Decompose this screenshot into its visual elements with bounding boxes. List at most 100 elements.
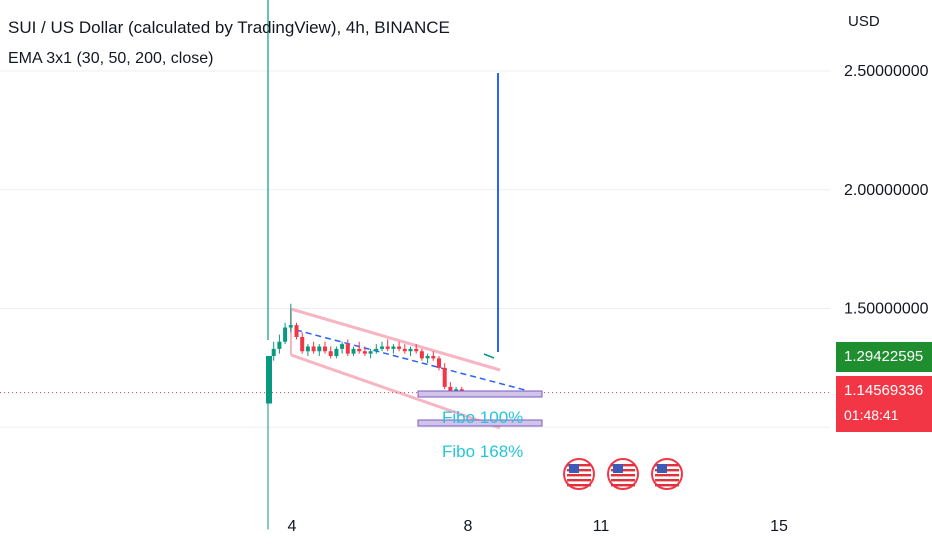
time-tick-label[interactable]: 15 (770, 518, 788, 535)
candle (368, 348, 373, 359)
flag-stripe (655, 484, 679, 487)
flag-canton (569, 464, 579, 473)
time-tick-label[interactable]: 8 (464, 518, 473, 535)
candle (294, 322, 299, 340)
drawings-layer (0, 0, 830, 430)
candle (305, 344, 310, 356)
candle-body (454, 389, 459, 392)
currency-label: USD (848, 13, 880, 30)
time-scale[interactable]: 4 8 11 15 (288, 518, 788, 535)
flag-canton (613, 464, 623, 473)
us-flag-icon[interactable] (651, 458, 683, 490)
channel-lower-line (290, 353, 501, 430)
time-tick-label[interactable]: 4 (288, 518, 297, 535)
ema-price-tag: 1.29422595 (836, 342, 932, 372)
candle-body (391, 346, 396, 349)
flag-stripe (567, 479, 591, 482)
candle-body (368, 351, 373, 354)
fibo-100-label: Fibo 100% (442, 408, 523, 427)
candle (317, 344, 322, 356)
candle (425, 353, 430, 364)
flag-canton (657, 464, 667, 473)
candle-body (419, 351, 424, 359)
candle-body (271, 348, 276, 356)
candle-body (305, 346, 310, 352)
candle-body (317, 346, 322, 352)
us-flag-icon[interactable] (607, 458, 639, 490)
indicator-legend[interactable]: EMA 3x1 (30, 50, 200, close) (8, 50, 214, 67)
channel-upper-line (290, 307, 501, 372)
candle-body (385, 346, 390, 349)
fibo-168-box (417, 419, 543, 427)
dashed-trend-line (295, 329, 526, 391)
candle (271, 341, 276, 361)
candle-body (408, 348, 413, 352)
candle-body (334, 348, 339, 356)
candle (345, 339, 350, 356)
candle-body (288, 325, 293, 328)
candle-body (357, 348, 362, 352)
small-segment (483, 353, 495, 359)
time-tick-label[interactable]: 11 (593, 518, 610, 535)
candle-body (437, 358, 441, 368)
candle (391, 344, 396, 354)
bar-countdown: 01:48:41 (844, 407, 899, 423)
price-scale[interactable]: 2.50000000 2.00000000 1.50000000 (844, 63, 929, 318)
candle (408, 346, 413, 356)
candle (328, 346, 333, 359)
candle-body (328, 351, 333, 356)
candle-body (362, 351, 367, 354)
candle-body (431, 356, 436, 359)
flag-stripe (611, 474, 635, 477)
candle-body (351, 348, 356, 354)
candle (311, 341, 316, 354)
candle-body (283, 327, 288, 342)
flag-stripe (611, 484, 635, 487)
candle-body (397, 346, 402, 349)
candle (357, 341, 362, 354)
candle (431, 351, 436, 361)
candle-body (414, 348, 419, 352)
candle (351, 346, 356, 356)
candle (300, 332, 305, 354)
candle-body (323, 346, 327, 352)
candle (442, 363, 447, 390)
candle (385, 339, 390, 352)
candle (414, 344, 419, 354)
candle-body (294, 325, 299, 337)
price-tick-label[interactable]: 2.00000000 (844, 182, 929, 199)
flag-stripe (611, 479, 635, 482)
flag-stripe (655, 479, 679, 482)
fibo-100-box (417, 390, 543, 398)
candle (362, 346, 367, 356)
grid-lines (0, 70, 830, 428)
price-tick-label[interactable]: 1.50000000 (844, 301, 929, 318)
price-tick-label[interactable]: 2.50000000 (844, 63, 929, 80)
flag-stripe (655, 474, 679, 477)
candle (397, 341, 402, 352)
candle-body (374, 348, 379, 352)
candle (266, 356, 272, 530)
candle (340, 341, 345, 354)
drawings-overlay: Fibo 100% Fibo 168% (417, 73, 543, 461)
candle (402, 344, 407, 354)
candle-body (442, 367, 447, 387)
chart-title: SUI / US Dollar (calculated by TradingVi… (8, 18, 450, 37)
candle (374, 344, 379, 354)
candle-body (311, 346, 316, 352)
flag-stripe (567, 474, 591, 477)
candle (323, 341, 327, 354)
candle-body (266, 356, 272, 404)
candle (334, 346, 339, 359)
candle-body (425, 356, 430, 359)
last-price-tag: 1.14569336 01:48:41 (836, 376, 932, 432)
event-markers[interactable] (563, 458, 683, 490)
last-price-value: 1.14569336 (844, 382, 924, 399)
candle-body (300, 337, 305, 352)
us-flag-icon[interactable] (563, 458, 595, 490)
candle-body (340, 344, 345, 349)
candle (437, 356, 441, 371)
candle-body (345, 344, 350, 354)
candle (380, 341, 384, 352)
